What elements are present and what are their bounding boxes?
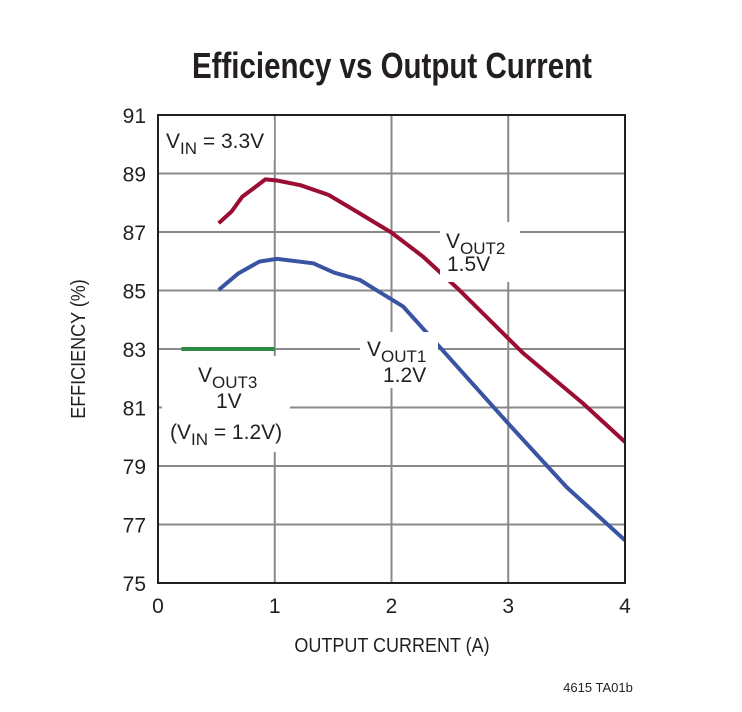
vout1-annotation: VOUT1 1.2V <box>360 332 438 388</box>
series-lines <box>181 177 627 542</box>
x-axis-label: OUTPUT CURRENT (A) <box>294 635 489 657</box>
y-tick-label: 81 <box>123 398 146 421</box>
tick-labels: 0 1 2 3 4 75 77 79 81 83 85 87 89 91 <box>123 105 632 618</box>
y-axis-label: EFFICIENCY (%) <box>68 279 90 419</box>
chart-title: Efficiency vs Output Current <box>192 45 592 85</box>
x-tick-label: 1 <box>269 595 281 618</box>
vout3-annotation: VOUT3 1V (VIN = 1.2V) <box>162 356 290 452</box>
svg-text:(VIN = 1.2V): (VIN = 1.2V) <box>170 421 282 449</box>
svg-text:1V: 1V <box>216 390 242 413</box>
y-tick-label: 77 <box>123 515 146 538</box>
x-tick-label: 2 <box>386 595 398 618</box>
series-line-2 <box>217 256 627 542</box>
vin-annotation: VIN = 3.3V <box>162 120 274 160</box>
svg-text:VOUT3: VOUT3 <box>198 364 257 392</box>
vout2-annotation: VOUT2 1.5V <box>440 222 520 282</box>
x-tick-label: 0 <box>152 595 164 618</box>
y-tick-label: 91 <box>123 105 146 128</box>
svg-text:VOUT2: VOUT2 <box>446 230 505 258</box>
svg-text:1.5V: 1.5V <box>447 253 490 276</box>
y-tick-label: 85 <box>123 281 146 304</box>
y-tick-label: 75 <box>123 573 146 596</box>
x-tick-label: 4 <box>619 595 631 618</box>
series-line-1 <box>217 177 627 444</box>
figure-id: 4615 TA01b <box>563 680 633 695</box>
svg-text:1.2V: 1.2V <box>383 364 426 387</box>
y-tick-label: 79 <box>123 456 146 479</box>
y-tick-label: 83 <box>123 339 146 362</box>
x-tick-label: 3 <box>502 595 514 618</box>
plot-frame <box>157 114 626 584</box>
y-tick-label: 89 <box>123 164 146 187</box>
svg-text:VIN = 3.3V: VIN = 3.3V <box>166 130 264 158</box>
y-tick-label: 87 <box>123 222 146 245</box>
svg-text:VOUT1: VOUT1 <box>367 338 426 366</box>
